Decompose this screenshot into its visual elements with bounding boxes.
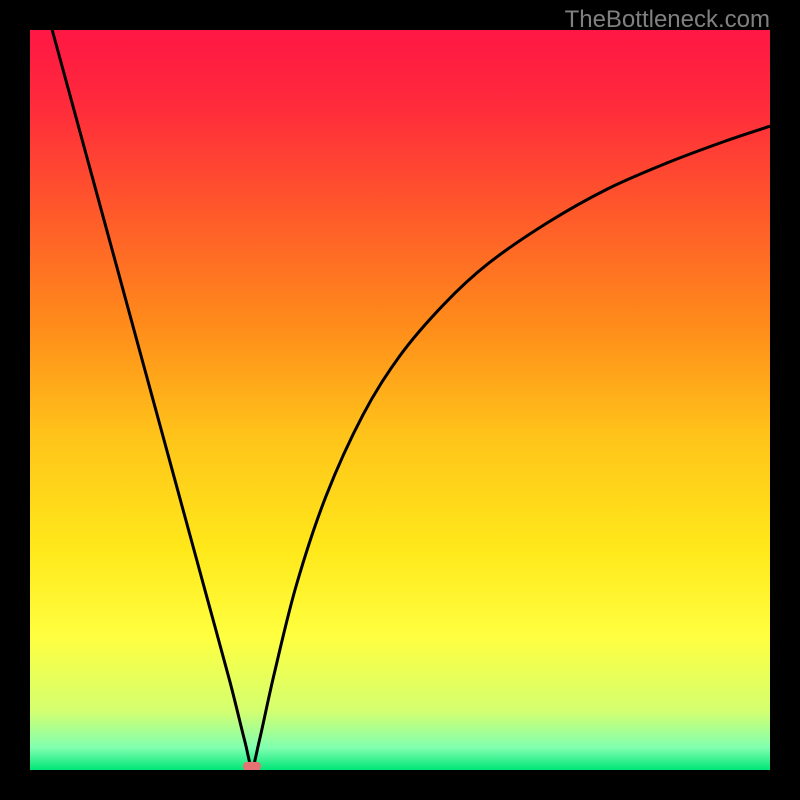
plot-frame [30,30,770,770]
minimum-marker [243,762,261,770]
chart-container: TheBottleneck.com [0,0,800,800]
gradient-background [30,30,770,770]
plot-svg [30,30,770,770]
watermark-text: TheBottleneck.com [565,6,770,34]
